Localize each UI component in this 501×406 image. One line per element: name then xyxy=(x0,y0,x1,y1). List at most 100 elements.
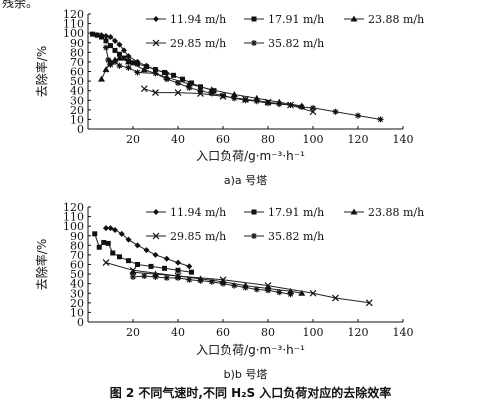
data-point xyxy=(103,33,109,40)
x-tick-label: 100 xyxy=(303,133,324,146)
data-point xyxy=(174,89,182,97)
data-point xyxy=(152,89,159,97)
figure-caption: 图 2 不同气速时,不同 H₂S 入口负荷对应的去除效率 xyxy=(109,386,392,400)
data-point xyxy=(107,225,114,232)
series-line xyxy=(144,88,314,113)
y-tick-label: 0 xyxy=(77,316,84,329)
data-point xyxy=(98,75,105,82)
y-tick-label: 80 xyxy=(70,46,84,59)
series-square xyxy=(92,231,194,275)
data-point xyxy=(189,269,194,275)
legend-marker xyxy=(251,233,257,239)
data-point xyxy=(121,47,127,54)
y-tick-label: 60 xyxy=(70,66,84,79)
x-axis-label: 入口负荷/g·m⁻³·h⁻¹ xyxy=(196,343,305,357)
data-point xyxy=(186,84,193,91)
data-point xyxy=(175,267,181,273)
series-line xyxy=(105,47,381,120)
chart-subtitle: a)a 号塔 xyxy=(224,174,267,187)
series-star xyxy=(103,44,384,123)
x-axis-label: 入口负荷/g·m⁻³·h⁻¹ xyxy=(196,149,305,163)
legend-marker xyxy=(251,40,257,46)
y-tick-label: 90 xyxy=(70,37,84,50)
data-point xyxy=(265,287,271,294)
data-point xyxy=(377,116,384,123)
data-point xyxy=(253,98,260,105)
data-point xyxy=(101,239,107,245)
y-tick-label: 70 xyxy=(70,56,84,69)
data-point xyxy=(152,273,159,280)
data-point xyxy=(276,289,283,296)
data-point xyxy=(208,90,215,97)
data-point xyxy=(186,263,193,270)
x-tick-label: 80 xyxy=(261,133,275,146)
data-point xyxy=(143,247,150,254)
data-point xyxy=(163,274,170,281)
data-point xyxy=(94,32,100,38)
legend-marker xyxy=(152,39,160,47)
y-tick-label: 50 xyxy=(70,268,84,281)
x-tick-label: 100 xyxy=(303,326,324,339)
data-point xyxy=(242,97,249,104)
x-tick-label: 60 xyxy=(216,326,230,339)
data-point xyxy=(135,61,140,67)
data-point xyxy=(117,51,122,57)
data-point xyxy=(309,289,317,297)
x-tick-label: 80 xyxy=(261,326,275,339)
data-point xyxy=(189,80,194,86)
data-point xyxy=(112,227,118,233)
data-point xyxy=(162,69,167,75)
series-x xyxy=(102,259,373,307)
data-point xyxy=(105,57,112,63)
y-tick-label: 100 xyxy=(63,27,84,40)
data-point xyxy=(105,240,111,246)
legend-label: 35.82 m/h xyxy=(268,230,324,243)
data-point xyxy=(92,231,98,237)
y-tick-label: 120 xyxy=(63,8,84,21)
x-tick-label: 140 xyxy=(393,133,414,146)
data-point xyxy=(110,250,116,256)
data-point xyxy=(144,64,149,70)
legend-entry: 35.82 m/h xyxy=(244,37,324,50)
y-tick-label: 70 xyxy=(70,249,84,262)
data-point xyxy=(103,38,109,44)
data-point xyxy=(287,291,294,298)
y-tick-label: 80 xyxy=(70,239,84,252)
data-point xyxy=(231,282,238,289)
legend-label: 35.82 m/h xyxy=(268,37,324,50)
legend-entry: 17.91 m/h xyxy=(244,206,324,219)
y-tick-label: 110 xyxy=(63,211,84,224)
data-point xyxy=(129,266,137,274)
data-point xyxy=(103,44,109,51)
data-point xyxy=(129,268,137,275)
data-point xyxy=(99,34,104,40)
data-point xyxy=(220,92,226,99)
data-point xyxy=(355,112,361,119)
legend-entry: 17.91 m/h xyxy=(244,13,324,26)
data-point xyxy=(162,265,167,271)
x-tick-label: 120 xyxy=(348,326,369,339)
series-star xyxy=(130,273,294,298)
data-point xyxy=(102,66,110,73)
legend-marker xyxy=(153,209,159,215)
y-tick-label: 10 xyxy=(70,306,84,319)
data-point xyxy=(208,86,216,93)
data-point xyxy=(365,299,373,307)
y-tick-label: 90 xyxy=(70,230,84,243)
data-point xyxy=(231,95,238,102)
data-point xyxy=(103,225,109,232)
series-x xyxy=(140,85,317,116)
y-tick-label: 40 xyxy=(70,85,84,98)
data-point xyxy=(276,101,283,108)
data-point xyxy=(107,61,114,68)
data-point xyxy=(116,62,123,69)
legend-label: 11.94 m/h xyxy=(170,206,226,219)
y-tick-label: 10 xyxy=(70,113,84,126)
data-point xyxy=(242,284,249,291)
data-point xyxy=(96,244,102,250)
data-point xyxy=(126,258,131,264)
x-tick-label: 140 xyxy=(393,326,414,339)
series-diamond xyxy=(103,225,193,270)
data-point xyxy=(180,76,185,82)
data-point xyxy=(125,64,132,71)
